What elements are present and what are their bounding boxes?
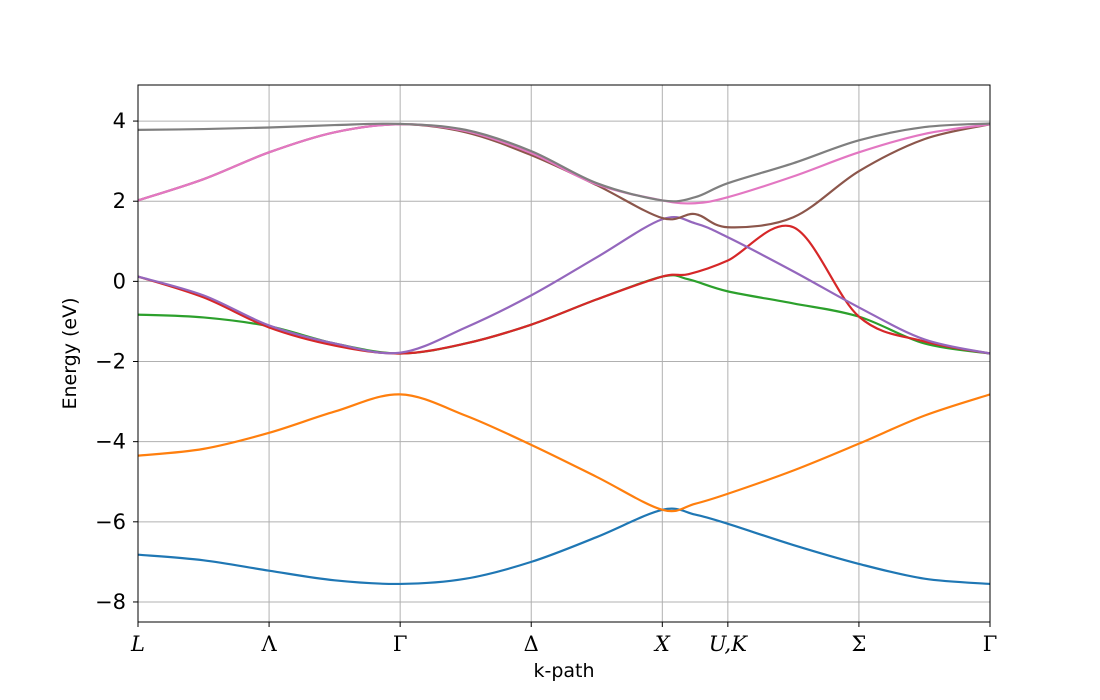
y-tick-label: −8: [95, 590, 126, 614]
x-tick-label: U,K: [709, 632, 748, 656]
y-axis-label: Energy (eV): [59, 297, 81, 409]
band-line-2: [137, 393, 991, 513]
x-axis-label: k-path: [533, 660, 594, 682]
x-tick-label: Δ: [524, 632, 539, 656]
band-line-8: [137, 122, 991, 203]
band-line-3: [137, 274, 991, 355]
x-tick-label: Γ: [393, 632, 408, 656]
tick-marks: [133, 120, 991, 627]
band-line-7: [137, 123, 991, 205]
plot-frame: [137, 84, 991, 623]
y-tick-labels: −8 −6 −4 −2 0 2 4: [95, 109, 126, 614]
y-tick-label: −6: [95, 510, 126, 534]
y-tick-label: 2: [113, 189, 126, 213]
series-layer: [137, 122, 991, 586]
grid: [137, 85, 991, 622]
x-tick-label: X: [653, 632, 671, 656]
y-tick-label: 0: [113, 269, 126, 293]
band-line-4: [137, 224, 991, 355]
x-tick-label: Γ: [983, 632, 998, 656]
x-tick-label: Σ: [851, 632, 866, 656]
x-tick-label: L: [130, 632, 145, 656]
y-tick-label: −2: [95, 350, 126, 374]
y-tick-label: −4: [95, 430, 126, 454]
band-line-5: [137, 215, 991, 355]
y-tick-label: 4: [113, 109, 126, 133]
x-tick-labels: L Λ Γ Δ X U,K Σ Γ: [130, 632, 997, 656]
band-line-1: [137, 507, 991, 586]
x-tick-label: Λ: [260, 632, 277, 656]
